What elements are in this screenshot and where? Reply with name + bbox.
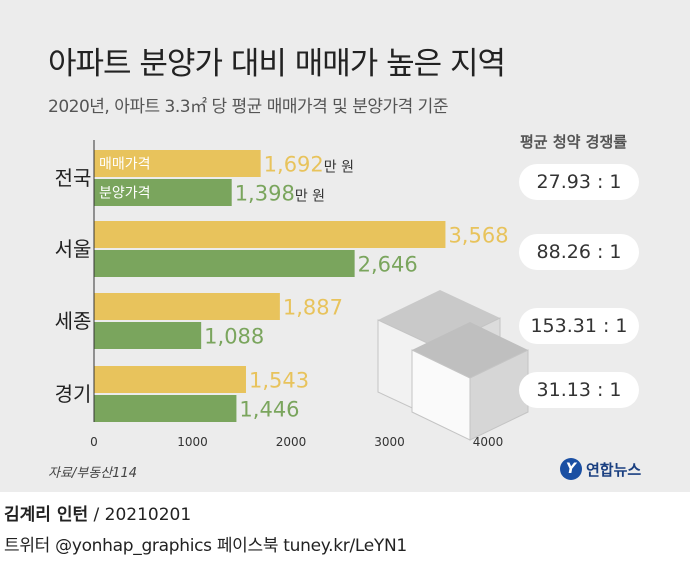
x-tick-label: 3000	[374, 435, 405, 449]
rate-badge: 31.13 : 1	[519, 372, 639, 408]
data-label: 1,887	[283, 296, 343, 320]
data-label: 1,692만 원	[264, 153, 354, 177]
legend-entry: 분양가격	[99, 186, 151, 202]
data-label: 3,568	[448, 224, 508, 248]
legend-entry: 매매가격	[99, 157, 151, 173]
bar-sale-price	[94, 221, 446, 248]
data-label: 1,543	[249, 369, 309, 393]
yonhap-logo-text: 연합뉴스	[586, 460, 642, 479]
bar-presale-price	[94, 179, 232, 206]
bar-sale-price	[94, 150, 261, 177]
x-tick-label: 2000	[276, 435, 307, 449]
rate-header: 평균 청약 경쟁률	[520, 133, 628, 151]
category-label: 세종	[55, 309, 92, 333]
author-name: 김계리 인턴	[4, 505, 89, 525]
rate-badge: 27.93 : 1	[519, 164, 639, 200]
category-label: 경기	[55, 382, 92, 406]
source-note: 자료/부동산114	[48, 466, 137, 481]
x-tick-label: 0	[90, 435, 98, 449]
x-tick-label: 4000	[473, 435, 504, 449]
category-label: 서울	[55, 237, 92, 261]
apartment-buildings-illustration	[377, 290, 529, 441]
bar-sale-price	[94, 366, 246, 393]
bar-presale-price	[94, 250, 355, 277]
yonhap-logo-icon: Y	[560, 458, 582, 480]
category-label: 전국	[55, 166, 92, 190]
data-label: 1,446	[239, 398, 299, 422]
bar-presale-price	[94, 395, 237, 422]
data-label: 2,646	[358, 253, 418, 277]
social-credit: 트위터 @yonhap_graphics 페이스북 tuney.kr/LeYN1	[4, 536, 407, 556]
bar-sale-price	[94, 293, 280, 320]
rate-badge: 88.26 : 1	[519, 234, 639, 270]
credit-date: / 20210201	[88, 505, 192, 525]
chart-title: 아파트 분양가 대비 매매가 높은 지역	[48, 46, 506, 82]
yonhap-logo: Y 연합뉴스	[560, 458, 641, 480]
bar-presale-price	[94, 322, 202, 349]
data-label: 1,088	[204, 325, 264, 349]
x-tick-label: 1000	[177, 435, 208, 449]
author-credit: 김계리 인턴 / 20210201	[4, 500, 191, 525]
data-label: 1,398만 원	[235, 182, 325, 206]
chart-subtitle: 2020년, 아파트 3.3㎡ 당 평균 매매가격 및 분양가격 기준	[48, 97, 448, 117]
rate-badge: 153.31 : 1	[519, 308, 639, 344]
